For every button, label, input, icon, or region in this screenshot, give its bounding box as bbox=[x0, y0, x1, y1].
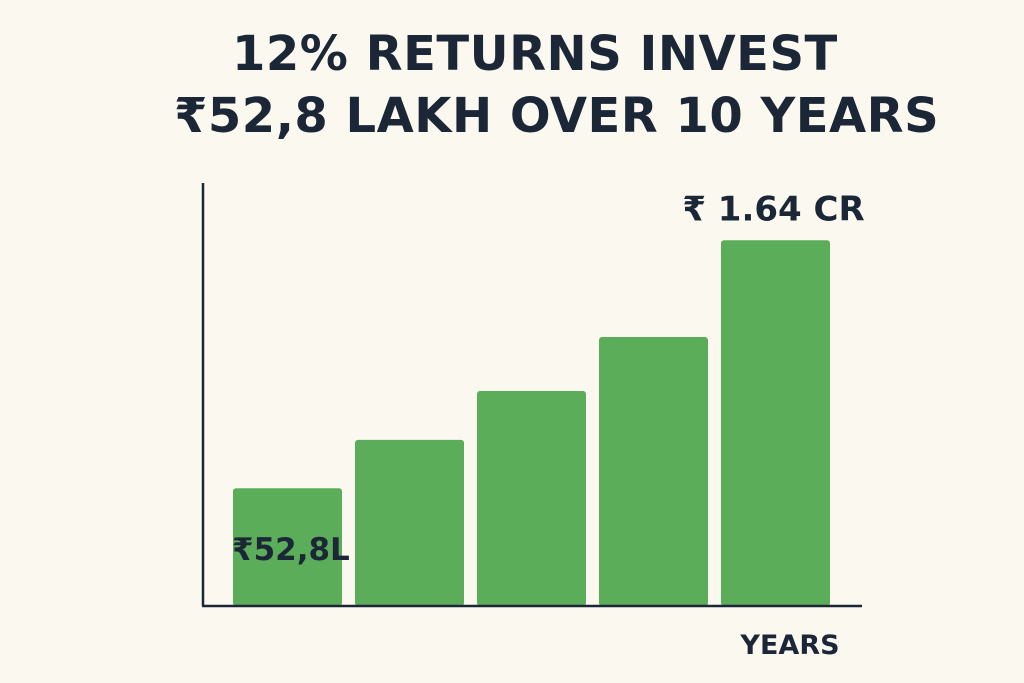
bar-4 bbox=[599, 337, 708, 606]
chart-title-line-2: ₹52,8 LAKH OVER 10 YEARS bbox=[174, 88, 940, 144]
bar-1 bbox=[233, 488, 342, 606]
bar-2 bbox=[355, 439, 464, 606]
bar-3 bbox=[477, 391, 586, 606]
bar-5-value-label: ₹ 1.64 CR bbox=[682, 189, 864, 229]
x-axis-title: YEARS bbox=[739, 630, 839, 661]
bar-5 bbox=[721, 240, 830, 606]
bar-1-value-label: ₹52,8L bbox=[232, 532, 350, 568]
chart-title-line-1: 12% RETURNS INVEST bbox=[232, 26, 838, 82]
